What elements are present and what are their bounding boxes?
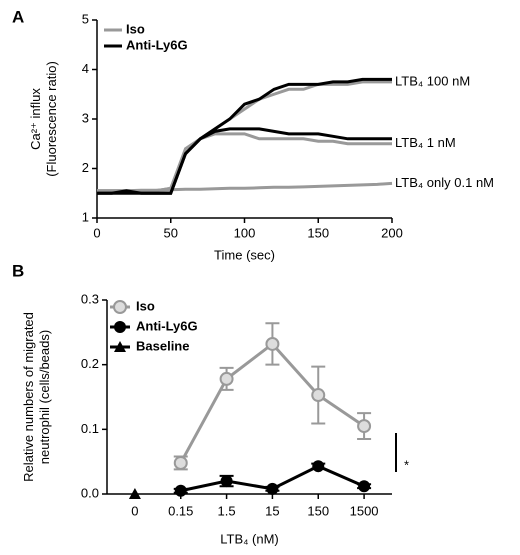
trace-line xyxy=(97,80,392,193)
y-tick-label: 3 xyxy=(82,110,89,125)
trace-line xyxy=(97,181,393,193)
panel-label: A xyxy=(12,7,24,26)
x-axis-title: LTB₄ (nM) xyxy=(220,531,279,546)
y-tick-label: 1 xyxy=(82,209,89,224)
x-tick-label: 200 xyxy=(381,225,403,240)
legend-label: Anti-Ly6G xyxy=(126,37,188,52)
y-tick-label: 5 xyxy=(82,11,89,26)
x-axis-title: Time (sec) xyxy=(214,247,275,262)
significance-mark: * xyxy=(404,457,409,472)
x-tick-label: 100 xyxy=(234,225,256,240)
y-axis-title-line: neutrophil (cells/beads) xyxy=(37,330,52,464)
marker xyxy=(266,482,279,495)
x-tick-label: 0 xyxy=(93,225,100,240)
legend-label: Anti-Ly6G xyxy=(136,318,198,333)
y-tick-label: 0.3 xyxy=(81,291,99,306)
x-tick-label: 1.5 xyxy=(218,503,236,518)
marker xyxy=(312,460,325,473)
marker xyxy=(220,475,233,488)
trace-line xyxy=(97,77,392,195)
x-tick-label: 1500 xyxy=(350,503,379,518)
y-tick-label: 0.2 xyxy=(81,356,99,371)
legend-label: Baseline xyxy=(136,338,189,353)
marker xyxy=(114,341,126,352)
marker xyxy=(311,388,326,403)
x-tick-label: 50 xyxy=(164,225,178,240)
y-axis-title: Relative numbers of migratedneutrophil (… xyxy=(21,312,52,482)
y-axis-title-line: Relative numbers of migrated xyxy=(21,312,36,482)
y-axis-title-line: Ca²⁺ influx xyxy=(28,88,43,150)
marker xyxy=(357,419,372,434)
legend-label: Iso xyxy=(136,298,155,313)
legend-label: Iso xyxy=(126,21,145,36)
trace-annotation: LTB₄ 100 nM xyxy=(395,73,470,88)
marker xyxy=(128,488,141,499)
y-axis-title-line: (Fluorescence ratio) xyxy=(44,61,59,177)
marker xyxy=(173,455,188,470)
marker xyxy=(265,336,280,351)
y-tick-label: 2 xyxy=(82,160,89,175)
y-tick-label: 4 xyxy=(82,61,89,76)
marker xyxy=(114,321,126,333)
x-tick-label: 15 xyxy=(265,503,279,518)
panel-label: B xyxy=(12,261,24,280)
marker xyxy=(174,484,187,497)
trace-annotation: LTB₄ 1 nM xyxy=(395,135,456,150)
y-tick-label: 0.1 xyxy=(81,421,99,436)
y-tick-label: 0.0 xyxy=(81,485,99,500)
marker xyxy=(358,480,371,493)
x-tick-label: 0.15 xyxy=(168,503,193,518)
y-axis-title: Ca²⁺ influx(Fluorescence ratio) xyxy=(28,61,59,177)
x-tick-label: 150 xyxy=(307,225,329,240)
marker xyxy=(113,300,127,314)
trace-annotation: LTB₄ only 0.1 nM xyxy=(395,175,494,190)
marker xyxy=(219,371,234,386)
x-tick-label: 150 xyxy=(307,503,329,518)
x-tick-label: 0 xyxy=(131,503,138,518)
trace-line xyxy=(97,132,392,193)
trace-line xyxy=(97,127,392,195)
